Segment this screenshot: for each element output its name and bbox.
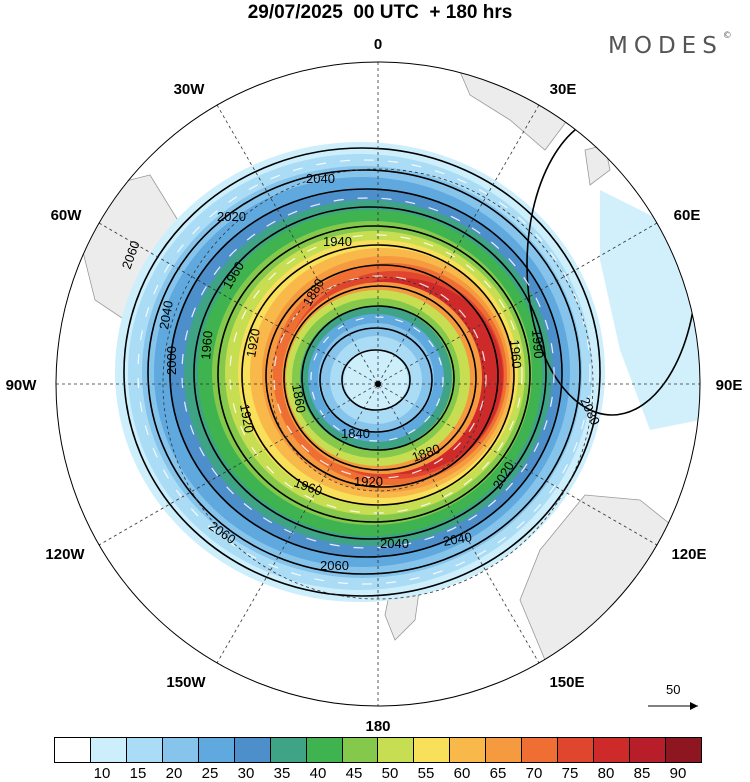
longitude-labels: 0 30E 60E 90E 120E 150E 180 150W 120W 90…: [6, 36, 743, 735]
colorbar-tick-label: 75: [561, 765, 579, 782]
colorbar-cell: [558, 738, 595, 762]
colorbar-tick-label: 50: [381, 765, 399, 782]
contour-label: 2040: [156, 299, 176, 330]
contour-label: 2000: [164, 346, 179, 375]
colorbar-cell: [198, 738, 235, 762]
wind-vectors: [137, 159, 591, 585]
colorbar-tick-label: 55: [417, 765, 435, 782]
lon-label-120w: 120W: [45, 546, 85, 563]
contour-label: 1990: [529, 329, 546, 359]
colorbar-cell: [486, 738, 523, 762]
colorbar-tick-label: 25: [201, 765, 219, 782]
lon-label-0: 0: [374, 36, 382, 53]
contour-label: 1940: [323, 234, 352, 249]
lon-label-150w: 150W: [166, 674, 206, 691]
colorbar-cell: [342, 738, 379, 762]
colorbar: [54, 737, 702, 763]
colorbar-cell: [234, 738, 271, 762]
colorbar-tick-label: 35: [273, 765, 291, 782]
colorbar-cell: [594, 738, 630, 762]
colorbar-cell: [55, 738, 91, 762]
colorbar-cell: [630, 738, 666, 762]
map-title: 29/07/2025 00 UTC + 180 hrs: [247, 2, 513, 23]
colorbar-cell: [162, 738, 199, 762]
contour-label: 1960: [198, 330, 215, 360]
lon-label-60e: 60E: [674, 207, 701, 224]
colorbar-cell: [450, 738, 487, 762]
contour-label: 1920: [237, 403, 257, 434]
graticule: [56, 62, 700, 706]
lon-label-180: 180: [365, 718, 390, 735]
lon-label-30e: 30E: [550, 81, 577, 98]
wind-speed-shading: [115, 142, 605, 602]
colorbar-tick-label: 60: [453, 765, 471, 782]
colorbar-tick-label: 45: [345, 765, 363, 782]
contour-label: 2040: [442, 529, 473, 549]
lon-label-120e: 120E: [671, 546, 706, 563]
contour-label: 1920: [354, 474, 383, 489]
contour-label: 1920: [243, 327, 263, 358]
colorbar-tick-label: 90: [669, 765, 687, 782]
colorbar-tick-label: 40: [309, 765, 327, 782]
colorbar-tick-label: 30: [237, 765, 255, 782]
colorbar-tick-label: 15: [129, 765, 147, 782]
colorbar-cell: [306, 738, 343, 762]
colorbar-tick-label: 10: [93, 765, 111, 782]
colorbar-ticks: 10 15 20 25 30 35 40 45 50 55 60 65 70 75 80 85 90: [0, 765, 750, 782]
brand-mark: ©: [722, 31, 732, 42]
colorbar-tick-label: 70: [525, 765, 543, 782]
brand-name: MODES: [608, 33, 723, 59]
colorbar-cell: [378, 738, 415, 762]
map-boundary: [55, 61, 701, 707]
lon-label-30w: 30W: [174, 81, 206, 98]
colorbar-cell: [665, 738, 701, 762]
colorbar-cell: [270, 738, 307, 762]
colorbar-cell: [522, 738, 559, 762]
colorbar-cell: [90, 738, 127, 762]
contour-label: 1960: [507, 339, 524, 369]
lon-label-150e: 150E: [549, 674, 584, 691]
colorbar-cell: [414, 738, 451, 762]
contour-label: 2040: [306, 171, 335, 186]
colorbar-cell: [126, 738, 163, 762]
brand-logo: MODES©: [608, 31, 732, 59]
contour-label: 2020: [217, 209, 246, 224]
colorbar-tick-label: 80: [597, 765, 615, 782]
reference-vector: [648, 702, 698, 710]
contour-label: 1840: [341, 426, 370, 441]
colorbar-tick-label: 85: [633, 765, 651, 782]
south-pole-dot: [375, 381, 381, 387]
reference-vector-label: 50: [666, 682, 681, 697]
contour-label: 2060: [320, 558, 349, 573]
contour-label: 1860: [289, 383, 309, 414]
colorbar-tick-label: 65: [489, 765, 507, 782]
lon-label-90e: 90E: [716, 377, 743, 394]
lon-label-90w: 90W: [6, 377, 38, 394]
contour-label: 2040: [380, 536, 409, 551]
lon-label-60w: 60W: [51, 207, 83, 224]
colorbar-tick-label: 20: [165, 765, 183, 782]
